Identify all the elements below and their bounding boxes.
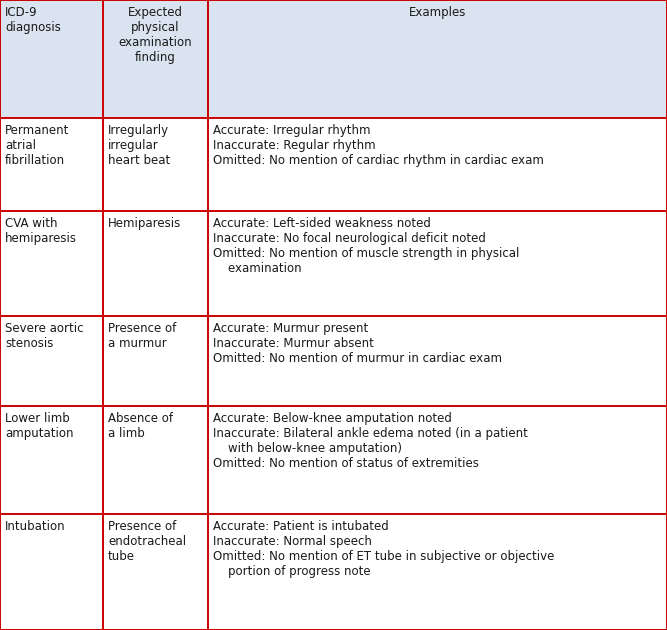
Text: Presence of
a murmur: Presence of a murmur xyxy=(108,322,176,350)
Bar xyxy=(208,406,667,514)
Bar xyxy=(103,0,208,118)
Bar xyxy=(0,118,103,211)
Bar xyxy=(103,211,208,316)
Text: Accurate: Left-sided weakness noted
Inaccurate: No focal neurological deficit no: Accurate: Left-sided weakness noted Inac… xyxy=(213,217,520,275)
Bar xyxy=(208,514,667,630)
Text: Expected
physical
examination
finding: Expected physical examination finding xyxy=(119,6,192,64)
Bar xyxy=(208,316,667,406)
Bar xyxy=(103,514,208,630)
Bar xyxy=(208,0,667,118)
Text: Intubation: Intubation xyxy=(5,520,65,533)
Text: Presence of
endotracheal
tube: Presence of endotracheal tube xyxy=(108,520,186,563)
Bar xyxy=(208,211,667,316)
Text: Absence of
a limb: Absence of a limb xyxy=(108,412,173,440)
Bar xyxy=(0,211,103,316)
Bar xyxy=(208,118,667,211)
Text: Accurate: Below-knee amputation noted
Inaccurate: Bilateral ankle edema noted (i: Accurate: Below-knee amputation noted In… xyxy=(213,412,528,470)
Bar xyxy=(0,406,103,514)
Text: Irregularly
irregular
heart beat: Irregularly irregular heart beat xyxy=(108,124,170,167)
Bar xyxy=(103,118,208,211)
Text: Lower limb
amputation: Lower limb amputation xyxy=(5,412,73,440)
Text: Examples: Examples xyxy=(409,6,466,19)
Text: Hemiparesis: Hemiparesis xyxy=(108,217,181,230)
Bar xyxy=(103,406,208,514)
Text: CVA with
hemiparesis: CVA with hemiparesis xyxy=(5,217,77,245)
Text: Permanent
atrial
fibrillation: Permanent atrial fibrillation xyxy=(5,124,69,167)
Bar xyxy=(103,316,208,406)
Text: Accurate: Murmur present
Inaccurate: Murmur absent
Omitted: No mention of murmur: Accurate: Murmur present Inaccurate: Mur… xyxy=(213,322,502,365)
Bar xyxy=(0,0,103,118)
Bar xyxy=(0,514,103,630)
Text: Accurate: Patient is intubated
Inaccurate: Normal speech
Omitted: No mention of : Accurate: Patient is intubated Inaccurat… xyxy=(213,520,554,578)
Text: ICD-9
diagnosis: ICD-9 diagnosis xyxy=(5,6,61,34)
Text: Severe aortic
stenosis: Severe aortic stenosis xyxy=(5,322,83,350)
Bar xyxy=(0,316,103,406)
Text: Accurate: Irregular rhythm
Inaccurate: Regular rhythm
Omitted: No mention of car: Accurate: Irregular rhythm Inaccurate: R… xyxy=(213,124,544,167)
